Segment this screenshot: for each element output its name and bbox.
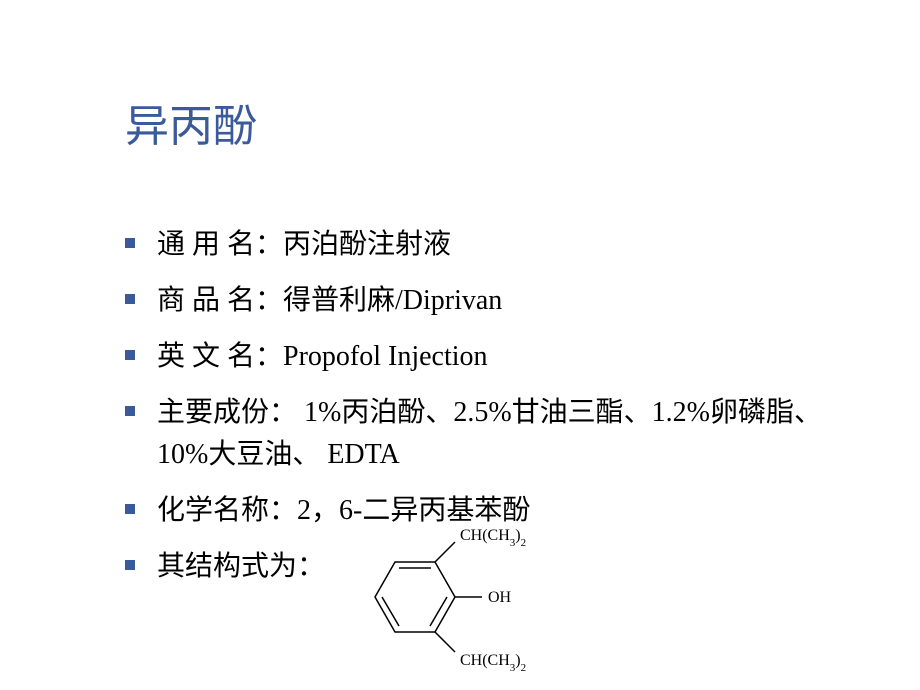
structure-top-label: CH(CH3)2 [460,527,526,549]
list-item: 通 用 名：丙泊酚注射液 [125,224,840,266]
list-item: 商 品 名：得普利麻/Diprivan [125,280,840,322]
bullet-text: 商 品 名：得普利麻/Diprivan [157,280,502,322]
list-item: 英 文 名：Propofol Injection [125,336,840,378]
bullet-icon [125,504,135,514]
slide-title: 异丙酚 [0,90,920,154]
slide: 异丙酚 通 用 名：丙泊酚注射液 商 品 名：得普利麻/Diprivan 英 文… [0,0,920,690]
bullet-icon [125,350,135,360]
structure-right-label: OH [488,589,512,606]
bullet-text: 主要成份： 1%丙泊酚、2.5%甘油三酯、1.2%卵磷脂、10%大豆油、 EDT… [157,392,840,476]
structure-svg: CH(CH3)2 OH CH(CH3)2 [370,520,570,675]
bullet-text: 英 文 名：Propofol Injection [157,336,488,378]
bullet-icon [125,238,135,248]
bullet-text: 其结构式为： [157,546,325,588]
bullet-icon [125,294,135,304]
bullet-icon [125,560,135,570]
structure-bottom-label: CH(CH3)2 [460,652,526,674]
bullet-text: 通 用 名：丙泊酚注射液 [157,224,451,266]
list-item: 主要成份： 1%丙泊酚、2.5%甘油三酯、1.2%卵磷脂、10%大豆油、 EDT… [125,392,840,476]
chemical-structure: CH(CH3)2 OH CH(CH3)2 [370,520,570,675]
bullet-icon [125,406,135,416]
